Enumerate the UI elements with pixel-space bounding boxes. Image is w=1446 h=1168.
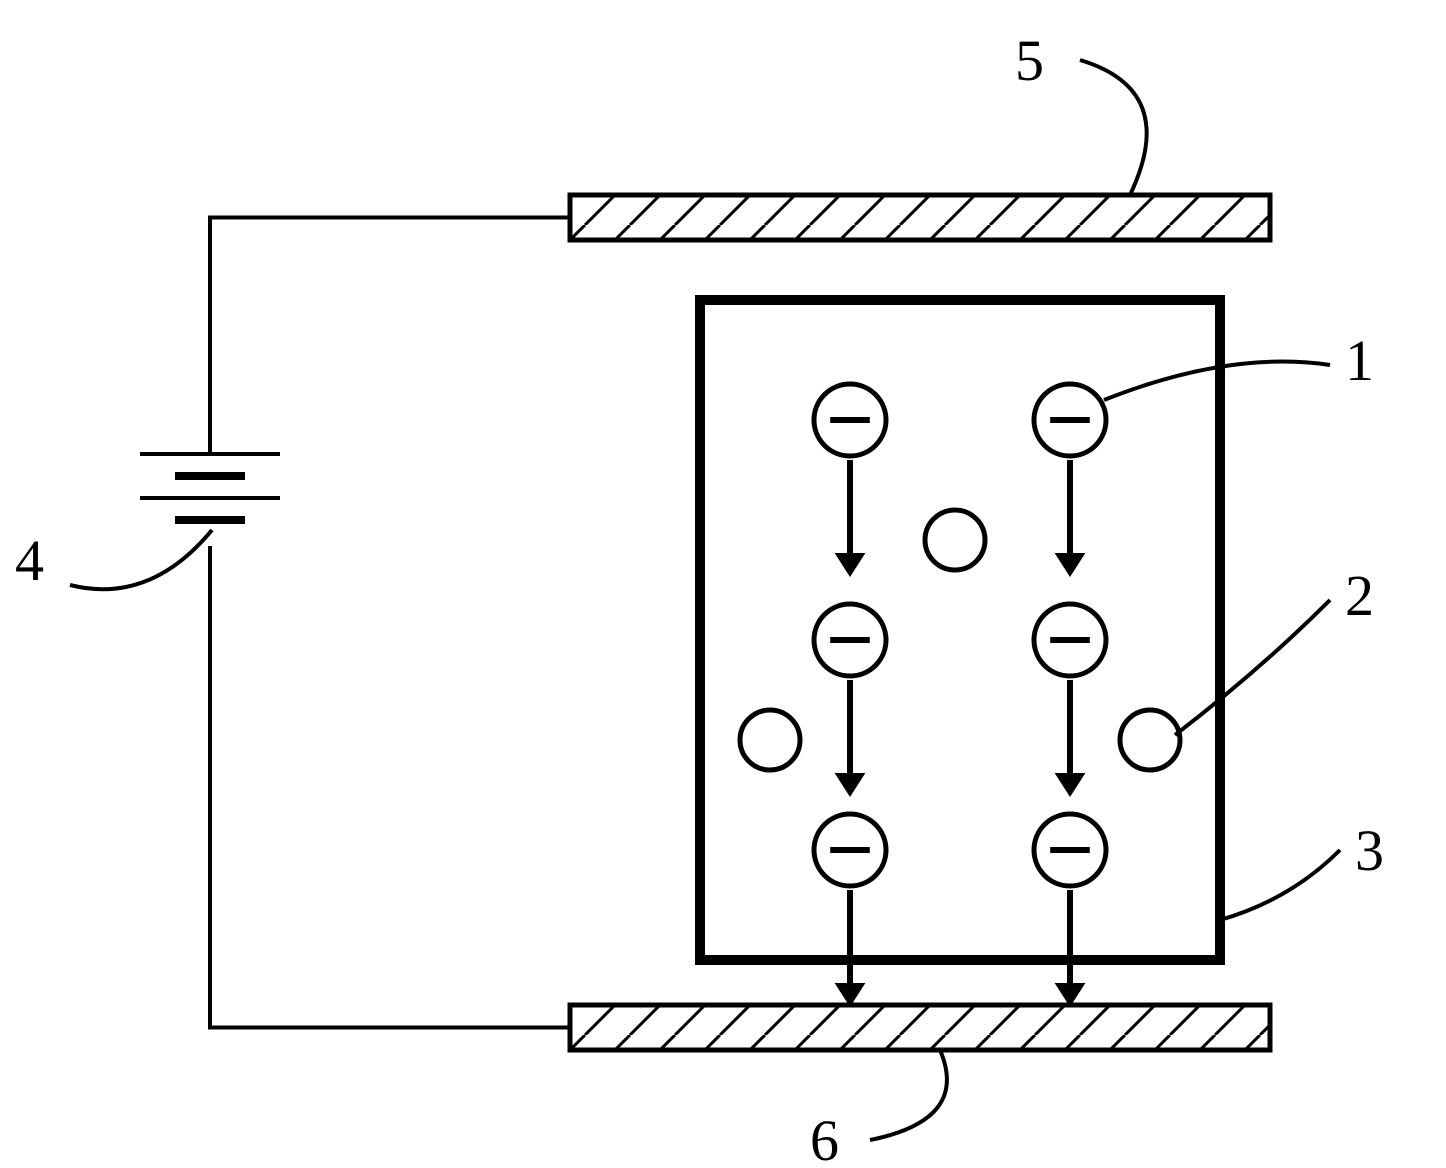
charged-particle: [1034, 814, 1106, 1007]
label-3-leader: [1220, 850, 1340, 920]
label-5-label: 5: [1015, 28, 1044, 93]
charged-particle: [814, 814, 886, 1007]
container-box: [700, 300, 1220, 960]
neutral-particle: [740, 710, 800, 770]
wire-bottom: [210, 546, 570, 1028]
label-1-label: 1: [1345, 328, 1374, 393]
neutral-particle: [1120, 710, 1180, 770]
label-4-leader: [70, 530, 212, 589]
label-2-leader: [1175, 600, 1330, 735]
charged-particle: [1034, 604, 1106, 797]
electrode-top: [570, 195, 1270, 240]
wire-top: [210, 218, 570, 455]
label-6-leader: [870, 1050, 947, 1140]
label-5-leader: [1080, 60, 1147, 195]
charged-particle: [1034, 384, 1106, 577]
neutral-particle: [925, 510, 985, 570]
electrode-bottom: [570, 1005, 1270, 1050]
charged-particle: [814, 384, 886, 577]
label-6-label: 6: [810, 1108, 839, 1168]
charged-particle: [814, 604, 886, 797]
label-2-label: 2: [1345, 563, 1374, 628]
label-3-label: 3: [1355, 818, 1384, 883]
label-4-label: 4: [15, 528, 44, 593]
